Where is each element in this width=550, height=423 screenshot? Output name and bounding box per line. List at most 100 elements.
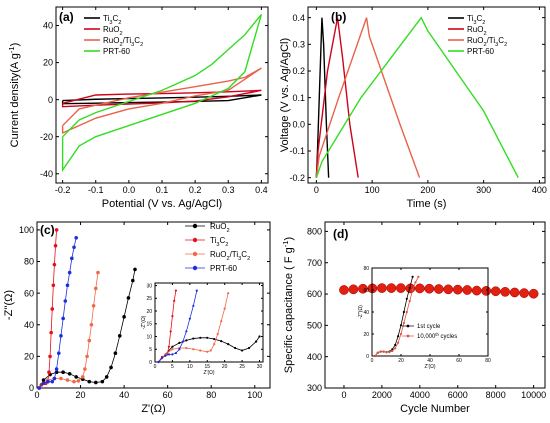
- panel-label: (c): [40, 223, 55, 237]
- panel-a: -0.2 -0.1 0.0 0.1 0.2 0.3 0.4 -40 -20 0 20 40 (a) Ti3…: [7, 6, 269, 210]
- legend-label: Ti3C2: [210, 236, 228, 248]
- eis-ruo2-point: [113, 351, 118, 356]
- y-tick-label: 25: [146, 296, 152, 302]
- capacitance-point: [490, 286, 501, 297]
- eis-prt60-point: [56, 351, 61, 356]
- inset-eis-point: [174, 289, 178, 292]
- eis-ruo2-point: [131, 278, 135, 283]
- x-tick-label: 80: [485, 358, 491, 364]
- y-tick-label: 400: [307, 352, 322, 362]
- legend-label: RuO2/Ti3C2: [210, 250, 250, 262]
- x-tick-label: 40: [427, 358, 433, 364]
- inset-eis-point: [216, 332, 219, 336]
- x-tick-label: -0.2: [55, 185, 71, 195]
- capacitance-point: [500, 286, 511, 297]
- inset-eis-point: [258, 335, 261, 338]
- capacitance-point: [339, 285, 349, 295]
- legend-label: RuO2: [467, 25, 487, 37]
- y-tick-label: -20: [40, 132, 53, 142]
- y-tick-label: 0.2: [292, 66, 305, 76]
- inset-eis-point: [192, 304, 195, 308]
- legend-label: RuO2/Ti3C2: [103, 36, 143, 48]
- inset-eis-point: [376, 351, 379, 354]
- inset-eis-point: [394, 347, 397, 350]
- x-tick-label: 0.4: [255, 185, 268, 195]
- y-tick-label: 700: [307, 258, 322, 268]
- plot-frame: [371, 267, 489, 357]
- y-tick-label: 500: [307, 321, 322, 331]
- inset-eis-point: [373, 354, 376, 358]
- y-tick-label: -0.1: [289, 146, 305, 156]
- x-tick-label: 0: [341, 390, 346, 400]
- inset-eis-point: [382, 350, 385, 353]
- cv-curve: [61, 89, 262, 108]
- panel-d: 0 2000 4000 6000 8000 10000300400500600700800…: [281, 221, 546, 415]
- x-tick-label: 25: [239, 364, 245, 370]
- inset-eis-point: [391, 349, 394, 353]
- eis-ruo2-point: [100, 379, 105, 384]
- cv-curve: [61, 13, 263, 173]
- inset-eis-line: [158, 293, 229, 363]
- inset-eis-point: [167, 345, 171, 348]
- inset-eis-point: [185, 330, 188, 333]
- inset-eis-point: [234, 346, 237, 350]
- inset-eis-point: [178, 341, 181, 344]
- x-tick-label: 0.3: [222, 185, 235, 195]
- eis-ti3c2-point: [51, 283, 56, 288]
- eis-prt60-point: [70, 256, 74, 261]
- inset-y-label: -Z''(Ω): [358, 305, 364, 319]
- inset-eis-point: [379, 350, 382, 353]
- inset-eis-point: [394, 343, 397, 347]
- x-axis-label: Z'(Ω): [141, 403, 165, 415]
- inset-legend-marker: [406, 334, 410, 338]
- x-tick-label: 20: [76, 390, 86, 400]
- inset-eis-point: [171, 348, 174, 351]
- inset-eis-point: [174, 351, 178, 355]
- inset-eis-point: [402, 310, 405, 314]
- inset-legend-label: 10,000th cycles: [417, 332, 457, 341]
- x-tick-label: 10000: [521, 390, 546, 400]
- eis-prt60-point: [52, 376, 57, 381]
- inset-eis-point: [220, 320, 223, 323]
- capacitance-point: [452, 284, 463, 295]
- inset-eis-point: [169, 330, 172, 333]
- inset-eis-point: [160, 357, 164, 360]
- inset-eis-point: [408, 299, 411, 303]
- y-tick-label: 40: [363, 310, 369, 316]
- x-tick-label: 6000: [448, 390, 468, 400]
- inset: 0 20 40 60 80 0 20 40 60 80 1st cycle 10,000th cycl…: [358, 266, 491, 370]
- inset-eis-point: [178, 348, 181, 351]
- eis-ruo2-point: [126, 296, 131, 300]
- capacitance-point: [348, 284, 359, 295]
- eis-prt60-point: [74, 236, 78, 240]
- y-tick-label: -0.2: [289, 173, 305, 183]
- y-tick-label: 15: [146, 322, 152, 328]
- y-tick-label: 800: [307, 227, 322, 237]
- y-tick-label: 60: [24, 288, 34, 298]
- eis-ruo2ti3c2-point: [72, 379, 76, 384]
- x-tick-label: 60: [456, 358, 462, 364]
- inset-eis-point: [209, 349, 212, 352]
- capacitance-point: [386, 283, 397, 293]
- y-tick-label: 40: [24, 320, 34, 330]
- x-tick-label: 300: [476, 185, 491, 195]
- inset-eis-point: [185, 339, 188, 342]
- x-tick-label: 10: [187, 364, 193, 370]
- x-axis-label: Potential (V vs. Ag/AgCl): [102, 198, 222, 210]
- inset-eis-point: [171, 315, 174, 318]
- eis-prt60-point: [67, 270, 72, 275]
- x-tick-label: 0.2: [189, 185, 202, 195]
- capacitance-point: [519, 288, 529, 298]
- inset-eis-point: [213, 337, 216, 341]
- panel-label: (b): [331, 10, 346, 24]
- legend-marker: [192, 237, 198, 243]
- x-axis-label: Time (s): [407, 198, 447, 210]
- eis-prt60-point: [59, 334, 63, 338]
- eis-prt60-point: [65, 283, 70, 288]
- eis-ruo2-point: [93, 380, 98, 385]
- inset-legend-label: 1st cycle: [417, 324, 441, 330]
- inset-eis-point: [411, 288, 414, 292]
- eis-prt60-point: [41, 381, 46, 386]
- inset-eis-point: [385, 351, 388, 354]
